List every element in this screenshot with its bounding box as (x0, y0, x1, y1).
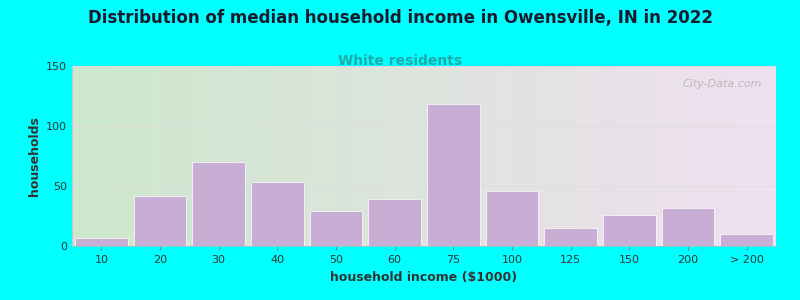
Bar (427, 104, 480, 246)
Text: Distribution of median household income in Owensville, IN in 2022: Distribution of median household income … (87, 9, 713, 27)
Text: White residents: White residents (338, 54, 462, 68)
Bar (486, 191, 538, 246)
Text: City-Data.com: City-Data.com (682, 79, 762, 88)
Bar (544, 228, 597, 246)
Bar (720, 234, 773, 246)
Y-axis label: households: households (27, 116, 41, 196)
Bar (251, 182, 304, 246)
Bar (662, 208, 714, 246)
Bar (75, 238, 128, 246)
Bar (192, 162, 245, 246)
Bar (603, 215, 656, 246)
Bar (368, 199, 421, 246)
Bar (134, 196, 186, 246)
X-axis label: household income ($1000): household income ($1000) (330, 271, 518, 284)
Bar (310, 211, 362, 246)
